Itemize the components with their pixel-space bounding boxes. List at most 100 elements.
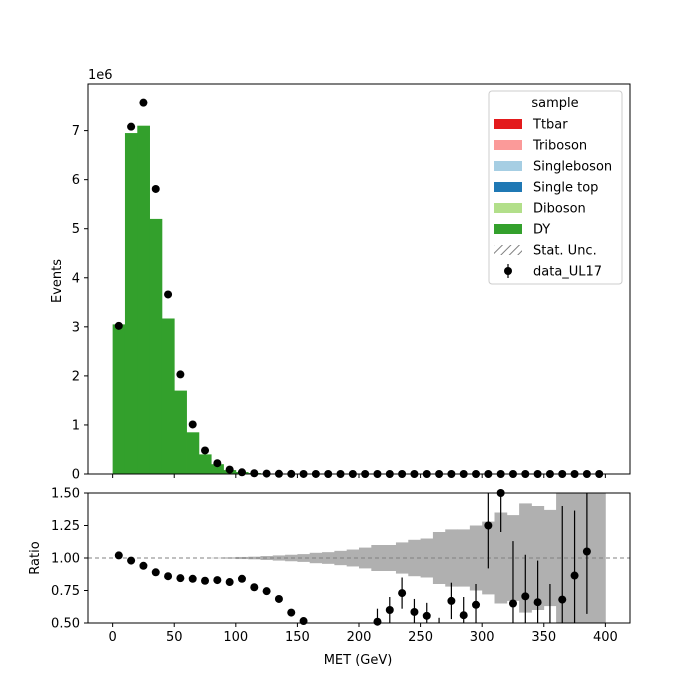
legend-title: sample <box>531 96 578 111</box>
unc-band-bin <box>445 529 458 587</box>
ratio-point <box>447 596 456 605</box>
main-y-axis-label: Events <box>50 259 65 303</box>
ratio-x-axis-label: MET (GeV) <box>324 653 393 668</box>
ratio-point <box>127 556 136 565</box>
legend-entries: Ttbar Triboson Singleboson Single top Diboso… <box>494 118 612 280</box>
dy-bar <box>186 432 200 474</box>
legend-swatch-diboson <box>494 203 522 213</box>
legend-label: Ttbar <box>532 118 568 133</box>
ratio-point <box>508 599 517 608</box>
legend-label: Diboson <box>533 202 586 217</box>
main-y-multiplier-label: 1e6 <box>88 68 113 83</box>
x-tick-label: 350 <box>531 630 556 645</box>
y-tick-label: 0 <box>72 468 80 483</box>
y-tick-label: 2 <box>72 369 80 384</box>
unc-band-bin <box>457 529 471 587</box>
x-tick-label: 150 <box>285 630 310 645</box>
ratio-point <box>521 592 530 601</box>
data-point <box>114 321 123 330</box>
ratio-point <box>484 521 493 530</box>
ratio-point <box>237 574 246 583</box>
legend-label: data_UL17 <box>533 265 602 280</box>
ratio-point <box>114 551 123 560</box>
dy-bar <box>174 390 187 474</box>
data-point <box>225 465 234 474</box>
ratio-point <box>373 617 382 626</box>
ratio-point <box>164 572 173 581</box>
dy-bar <box>161 318 175 474</box>
x-tick-label: 400 <box>593 630 618 645</box>
dy-bar <box>137 125 150 474</box>
y-tick-label: 3 <box>72 320 80 335</box>
legend: sample Ttbar Triboson Singleboson Single to… <box>488 90 623 285</box>
y-tick-label: 1.00 <box>51 552 80 567</box>
legend-box <box>488 90 623 285</box>
ratio-point <box>410 607 419 616</box>
legend-label: DY <box>533 223 550 238</box>
legend-swatch-singleboson <box>494 161 522 171</box>
ratio-point <box>533 598 542 607</box>
ratio-points <box>114 489 591 626</box>
ratio-point <box>385 606 394 614</box>
unc-band-bin <box>346 549 360 567</box>
dy-bar <box>149 218 163 474</box>
y-tick-label: 1 <box>72 418 80 433</box>
y-tick-label: 5 <box>72 222 80 237</box>
x-tick-label: 100 <box>223 630 248 645</box>
legend-label: Stat. Unc. <box>533 244 597 259</box>
data-point <box>164 290 173 299</box>
ratio-point <box>139 561 148 570</box>
ratio-x-ticks: 0 50 100 150 200 250 300 350 400 <box>108 623 618 645</box>
ratio-point <box>176 574 185 583</box>
ratio-panel: 0 50 100 150 200 250 300 350 400 0.50 0.75 1.00 1.2… <box>28 487 631 668</box>
ratio-point <box>213 576 222 585</box>
ratio-point <box>422 611 431 620</box>
ratio-point <box>472 600 481 609</box>
x-tick-label: 250 <box>408 630 433 645</box>
y-tick-label: 0.50 <box>51 617 80 632</box>
legend-swatch-single-top <box>494 182 522 192</box>
data-point <box>237 468 246 477</box>
legend-swatch-dy <box>494 224 522 234</box>
main-x-ticks <box>112 474 606 478</box>
y-tick-label: 1.25 <box>51 519 80 534</box>
ratio-point <box>188 574 197 583</box>
dy-bar <box>112 324 126 474</box>
dy-bar <box>198 454 212 474</box>
data-point <box>127 122 136 131</box>
x-tick-label: 300 <box>470 630 495 645</box>
x-tick-label: 50 <box>166 630 183 645</box>
legend-swatch-ttbar <box>494 119 522 129</box>
ratio-point <box>274 594 283 603</box>
unc-band-bin <box>395 542 409 574</box>
data-point <box>151 184 160 193</box>
ratio-point <box>250 583 259 592</box>
data-point <box>139 98 148 107</box>
y-tick-label: 4 <box>72 271 80 286</box>
ratio-point <box>398 589 407 598</box>
legend-label: Single top <box>533 181 598 196</box>
ratio-point <box>262 587 271 596</box>
legend-swatch-triboson <box>494 140 522 150</box>
ratio-point <box>558 595 567 604</box>
data-point <box>213 459 222 468</box>
legend-swatch-stat-unc <box>494 245 522 255</box>
y-tick-label: 0.75 <box>51 584 80 599</box>
ratio-y-ticks: 0.50 0.75 1.00 1.25 1.50 <box>51 487 88 632</box>
dy-bar <box>124 133 138 474</box>
unc-band-bin <box>359 547 372 569</box>
legend-label: Singleboson <box>533 160 612 175</box>
ratio-point <box>570 571 579 580</box>
unc-band-bin <box>297 554 311 562</box>
ratio-point <box>459 611 468 620</box>
data-point <box>250 469 259 478</box>
data-point <box>188 420 197 429</box>
data-point <box>201 446 210 455</box>
x-tick-label: 0 <box>108 630 116 645</box>
y-tick-label: 7 <box>72 124 80 139</box>
unc-band-bin <box>494 512 508 604</box>
ratio-point <box>151 568 160 577</box>
ratio-point <box>225 578 234 587</box>
legend-label: Triboson <box>532 139 587 154</box>
